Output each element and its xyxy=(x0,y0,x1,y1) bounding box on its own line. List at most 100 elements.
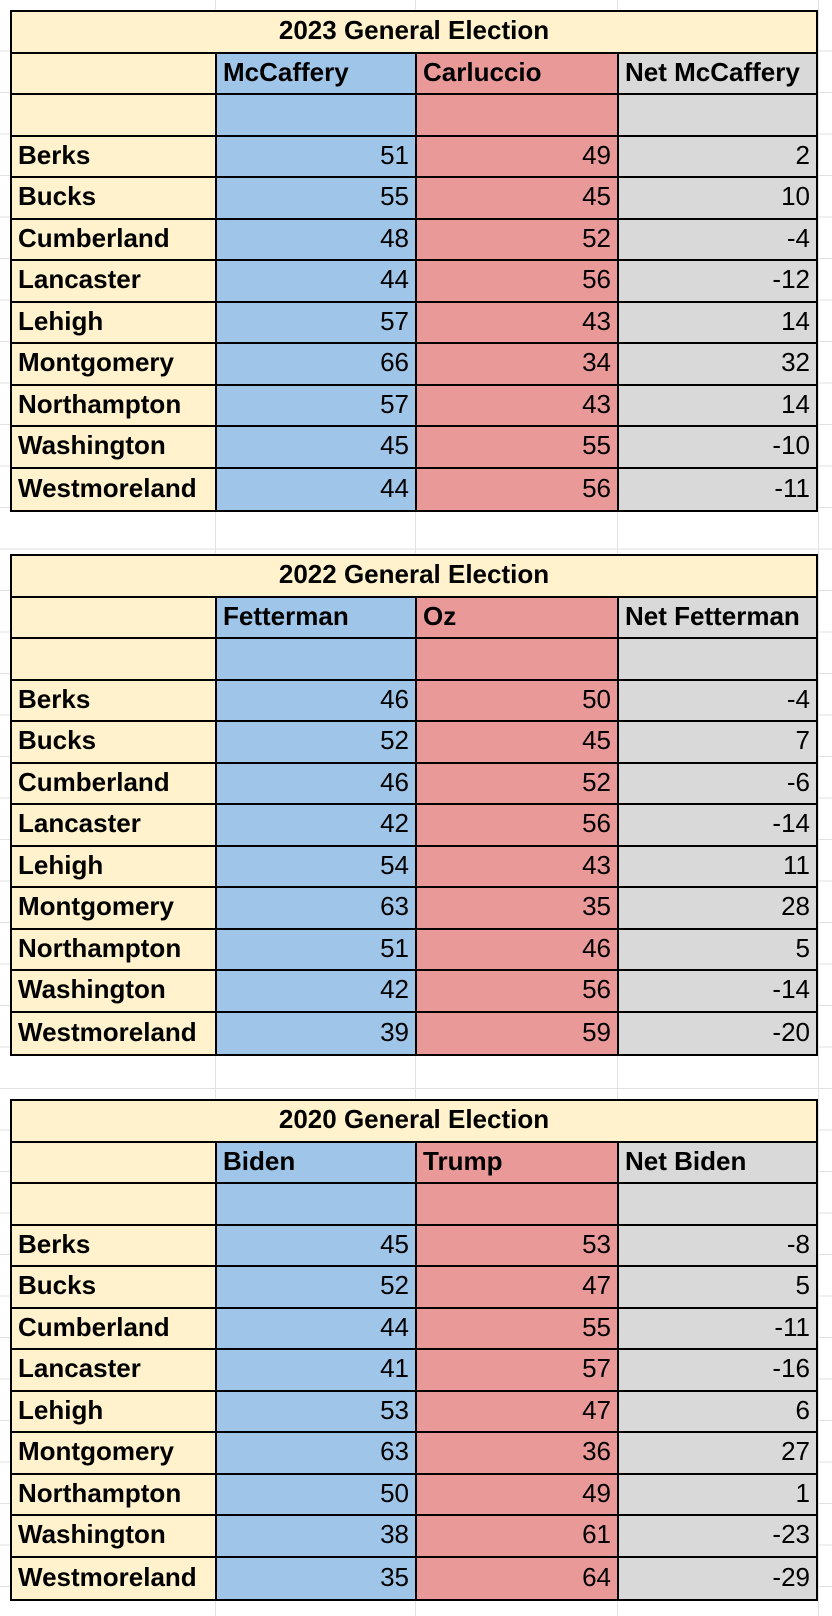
dem-value-cell[interactable]: 45 xyxy=(217,427,417,469)
rep-value-cell[interactable]: 46 xyxy=(417,929,619,971)
rep-value-cell[interactable]: 64 xyxy=(417,1557,619,1599)
corner-cell[interactable] xyxy=(12,53,217,95)
net-value-cell[interactable]: 27 xyxy=(619,1433,816,1475)
county-name-cell[interactable]: Northampton xyxy=(12,929,217,971)
net-value-cell[interactable]: -4 xyxy=(619,219,816,261)
net-header[interactable]: Net McCaffery xyxy=(619,53,816,95)
net-value-cell[interactable]: 1 xyxy=(619,1474,816,1516)
rep-value-cell[interactable]: 52 xyxy=(417,219,619,261)
dem-value-cell[interactable]: 44 xyxy=(217,1308,417,1350)
net-value-cell[interactable]: 6 xyxy=(619,1391,816,1433)
rep-value-cell[interactable]: 55 xyxy=(417,1308,619,1350)
county-name-cell[interactable]: Berks xyxy=(12,680,217,722)
net-value-cell[interactable]: 28 xyxy=(619,888,816,930)
rep-value-cell[interactable]: 49 xyxy=(417,136,619,178)
rep-value-cell[interactable]: 49 xyxy=(417,1474,619,1516)
dem-value-cell[interactable]: 63 xyxy=(217,1433,417,1475)
rep-value-cell[interactable]: 56 xyxy=(417,971,619,1013)
rep-candidate-header[interactable]: Trump xyxy=(417,1142,619,1184)
county-name-cell[interactable]: Bucks xyxy=(12,178,217,220)
county-name-cell[interactable]: Westmoreland xyxy=(12,1012,217,1054)
rep-value-cell[interactable]: 56 xyxy=(417,805,619,847)
table-title[interactable]: 2023 General Election xyxy=(12,12,816,54)
net-value-cell[interactable]: -20 xyxy=(619,1012,816,1054)
county-name-cell[interactable]: Northampton xyxy=(12,385,217,427)
rep-value-cell[interactable]: 55 xyxy=(417,427,619,469)
net-value-cell[interactable]: 10 xyxy=(619,178,816,220)
dem-value-cell[interactable]: 46 xyxy=(217,680,417,722)
county-name-cell[interactable]: Westmoreland xyxy=(12,468,217,510)
county-name-cell[interactable]: Washington xyxy=(12,971,217,1013)
corner-cell[interactable] xyxy=(12,1142,217,1184)
county-name-cell[interactable]: Bucks xyxy=(12,1267,217,1309)
rep-value-cell[interactable]: 57 xyxy=(417,1350,619,1392)
county-name-cell[interactable]: Bucks xyxy=(12,722,217,764)
county-name-cell[interactable]: Lancaster xyxy=(12,261,217,303)
net-value-cell[interactable]: 14 xyxy=(619,302,816,344)
rep-value-cell[interactable]: 47 xyxy=(417,1267,619,1309)
county-name-cell[interactable]: Montgomery xyxy=(12,888,217,930)
net-value-cell[interactable]: 14 xyxy=(619,385,816,427)
county-name-cell[interactable]: Cumberland xyxy=(12,1308,217,1350)
dem-candidate-header[interactable]: Biden xyxy=(217,1142,417,1184)
dem-value-cell[interactable]: 66 xyxy=(217,344,417,386)
net-value-cell[interactable]: -14 xyxy=(619,805,816,847)
empty-cell[interactable] xyxy=(217,1184,417,1226)
county-name-cell[interactable]: Montgomery xyxy=(12,1433,217,1475)
empty-cell[interactable] xyxy=(12,95,217,137)
dem-value-cell[interactable]: 51 xyxy=(217,929,417,971)
county-name-cell[interactable]: Lehigh xyxy=(12,302,217,344)
net-value-cell[interactable]: 5 xyxy=(619,929,816,971)
dem-candidate-header[interactable]: Fetterman xyxy=(217,597,417,639)
county-name-cell[interactable]: Washington xyxy=(12,1516,217,1558)
net-header[interactable]: Net Fetterman xyxy=(619,597,816,639)
empty-cell[interactable] xyxy=(619,1184,816,1226)
empty-cell[interactable] xyxy=(217,95,417,137)
table-title[interactable]: 2022 General Election xyxy=(12,556,816,598)
empty-cell[interactable] xyxy=(417,1184,619,1226)
net-value-cell[interactable]: -23 xyxy=(619,1516,816,1558)
net-value-cell[interactable]: -10 xyxy=(619,427,816,469)
county-name-cell[interactable]: Cumberland xyxy=(12,763,217,805)
county-name-cell[interactable]: Lancaster xyxy=(12,805,217,847)
dem-value-cell[interactable]: 54 xyxy=(217,846,417,888)
rep-value-cell[interactable]: 43 xyxy=(417,302,619,344)
dem-value-cell[interactable]: 42 xyxy=(217,805,417,847)
rep-value-cell[interactable]: 35 xyxy=(417,888,619,930)
net-value-cell[interactable]: -12 xyxy=(619,261,816,303)
dem-value-cell[interactable]: 57 xyxy=(217,385,417,427)
rep-value-cell[interactable]: 61 xyxy=(417,1516,619,1558)
dem-candidate-header[interactable]: McCaffery xyxy=(217,53,417,95)
rep-value-cell[interactable]: 52 xyxy=(417,763,619,805)
net-value-cell[interactable]: -11 xyxy=(619,1308,816,1350)
net-value-cell[interactable]: 11 xyxy=(619,846,816,888)
county-name-cell[interactable]: Lehigh xyxy=(12,846,217,888)
net-value-cell[interactable]: 5 xyxy=(619,1267,816,1309)
dem-value-cell[interactable]: 42 xyxy=(217,971,417,1013)
rep-value-cell[interactable]: 53 xyxy=(417,1225,619,1267)
net-value-cell[interactable]: 2 xyxy=(619,136,816,178)
dem-value-cell[interactable]: 41 xyxy=(217,1350,417,1392)
net-value-cell[interactable]: 32 xyxy=(619,344,816,386)
empty-cell[interactable] xyxy=(12,639,217,681)
rep-value-cell[interactable]: 34 xyxy=(417,344,619,386)
rep-value-cell[interactable]: 47 xyxy=(417,1391,619,1433)
dem-value-cell[interactable]: 52 xyxy=(217,722,417,764)
rep-value-cell[interactable]: 45 xyxy=(417,722,619,764)
dem-value-cell[interactable]: 39 xyxy=(217,1012,417,1054)
dem-value-cell[interactable]: 53 xyxy=(217,1391,417,1433)
empty-cell[interactable] xyxy=(619,95,816,137)
table-title[interactable]: 2020 General Election xyxy=(12,1101,816,1143)
dem-value-cell[interactable]: 44 xyxy=(217,261,417,303)
empty-cell[interactable] xyxy=(417,95,619,137)
net-value-cell[interactable]: -14 xyxy=(619,971,816,1013)
dem-value-cell[interactable]: 38 xyxy=(217,1516,417,1558)
dem-value-cell[interactable]: 52 xyxy=(217,1267,417,1309)
rep-value-cell[interactable]: 43 xyxy=(417,846,619,888)
rep-value-cell[interactable]: 43 xyxy=(417,385,619,427)
dem-value-cell[interactable]: 51 xyxy=(217,136,417,178)
rep-candidate-header[interactable]: Oz xyxy=(417,597,619,639)
dem-value-cell[interactable]: 63 xyxy=(217,888,417,930)
rep-value-cell[interactable]: 56 xyxy=(417,261,619,303)
net-value-cell[interactable]: -6 xyxy=(619,763,816,805)
